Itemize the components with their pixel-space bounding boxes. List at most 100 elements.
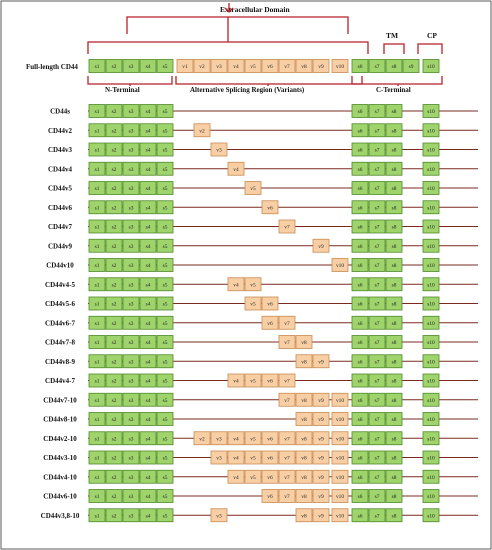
exon-box <box>122 296 140 311</box>
cd44v3-8-10-exon-s5: s5 <box>156 508 174 523</box>
exon-label: s10 <box>427 148 435 154</box>
exon-label: s2 <box>112 456 117 462</box>
exon-label: s1 <box>95 321 100 327</box>
exon-label: s10 <box>427 513 435 519</box>
alt-splicing-bracket <box>175 76 363 86</box>
exon-label: s8 <box>392 128 397 134</box>
exon-label: s2 <box>112 359 117 365</box>
exon-box <box>227 277 245 292</box>
exon-box <box>422 200 440 215</box>
exon-label: s6 <box>358 398 363 404</box>
exon-label: s8 <box>392 494 397 500</box>
exon-box <box>139 200 157 215</box>
exon-box <box>422 104 440 118</box>
exon-box <box>385 354 403 369</box>
exon-box <box>105 59 123 73</box>
cd44v3-8-10-exon-s10: s10 <box>422 508 440 523</box>
exon-box <box>122 181 140 195</box>
exon-label: s8 <box>392 340 397 346</box>
exon-label: s2 <box>112 282 117 288</box>
exon-box <box>105 489 123 503</box>
exon-box <box>156 277 174 292</box>
exon-box <box>156 59 174 73</box>
isoform-name: CD44v4 <box>48 165 73 173</box>
exon-box <box>156 489 174 503</box>
exon-box <box>261 59 279 73</box>
exon-label: s1 <box>95 205 100 211</box>
exon-box <box>331 431 349 446</box>
exon-box <box>139 508 157 523</box>
isoform-row-cd44v4-10: CD44v4-10 s1 s2 s3 s4 s5 s6 s7 s8 s10 v4 v5 v6 v7 v8 v9… <box>43 469 478 484</box>
cd44v4-exon-s5: s5 <box>156 161 174 176</box>
exon-label: s5 <box>163 417 168 423</box>
exon-box <box>385 200 403 215</box>
exon-label: v7 <box>284 64 290 70</box>
exon-box <box>105 450 123 465</box>
exon-box <box>422 373 440 388</box>
exon-label: s1 <box>95 436 100 442</box>
exon-box <box>105 238 123 253</box>
exon-label: s5 <box>163 456 168 462</box>
exon-label: v6 <box>267 475 273 481</box>
cd44v3-8-10-exon-s8: s8 <box>385 508 403 523</box>
exon-box <box>368 392 386 407</box>
exon-label: s3 <box>129 109 134 115</box>
cd44v6-10-exon-s3: s3 <box>122 489 140 503</box>
cd44v3-8-10-exon-s4: s4 <box>139 508 157 523</box>
exon-label: s3 <box>129 436 134 442</box>
cd44v9-exon-s3: s3 <box>122 238 140 253</box>
exon-label: s1 <box>95 302 100 308</box>
exon-label: s2 <box>112 167 117 173</box>
exon-box <box>385 412 403 426</box>
exon-label: s3 <box>129 205 134 211</box>
isoform-row-cd44v4-5: CD44v4-5 s1 s2 s3 s4 s5 s6 s7 s8 s10 v4 v5 <box>45 277 478 292</box>
cd44v5-exon-s7: s7 <box>368 181 386 195</box>
cd44v6-exon-s8: s8 <box>385 200 403 215</box>
exon-label: s8 <box>392 475 397 481</box>
exon-box <box>88 219 106 234</box>
exon-label: s8 <box>392 64 397 70</box>
exon-label: s10 <box>427 282 435 288</box>
exon-label: s4 <box>146 456 151 462</box>
exon-box <box>227 373 245 388</box>
exon-box <box>385 277 403 292</box>
exon-box <box>105 161 123 176</box>
cd44v3-10-exon-v5: v5 <box>244 450 262 465</box>
cd44v7-10-exon-s7: s7 <box>368 392 386 407</box>
cd44v3-10-exon-v6: v6 <box>261 450 279 465</box>
exon-label: s2 <box>112 263 117 269</box>
cd44v7-8-exon-s10: s10 <box>422 335 440 349</box>
exon-box <box>139 219 157 234</box>
exon-box <box>368 469 386 484</box>
exon-label: v10 <box>336 475 344 481</box>
exon-box <box>244 450 262 465</box>
exon-box <box>105 296 123 311</box>
exon-box <box>88 489 106 503</box>
exon-label: s5 <box>163 513 168 519</box>
exon-label: s3 <box>129 359 134 365</box>
exon-label: s10 <box>427 475 435 481</box>
exon-label: v7 <box>284 321 290 327</box>
exon-box <box>139 277 157 292</box>
exon-label: s3 <box>129 128 134 134</box>
cd44v9-exon-s8: s8 <box>385 238 403 253</box>
exon-box <box>261 373 279 388</box>
cd44v7-8-exon-s7: s7 <box>368 335 386 349</box>
exon-label: s2 <box>112 225 117 231</box>
cd44v5-exon-s5: s5 <box>156 181 174 195</box>
exon-box <box>139 238 157 253</box>
cd44v5-6-exon-s4: s4 <box>139 296 157 311</box>
exon-label: s5 <box>163 244 168 250</box>
exon-box <box>88 123 106 138</box>
cd44v8-10-exon-s5: s5 <box>156 412 174 426</box>
exon-box <box>122 450 140 465</box>
exon-label: s1 <box>95 398 100 404</box>
cd44v4-exon-s4: s4 <box>139 161 157 176</box>
cd44v7-exon-s5: s5 <box>156 219 174 234</box>
exon-box <box>105 469 123 484</box>
exon-label: s5 <box>163 494 168 500</box>
exon-label: s6 <box>358 282 363 288</box>
alt-splicing-label: Alternative Splicing Region (Variants) <box>190 86 305 94</box>
exon-box <box>122 161 140 176</box>
